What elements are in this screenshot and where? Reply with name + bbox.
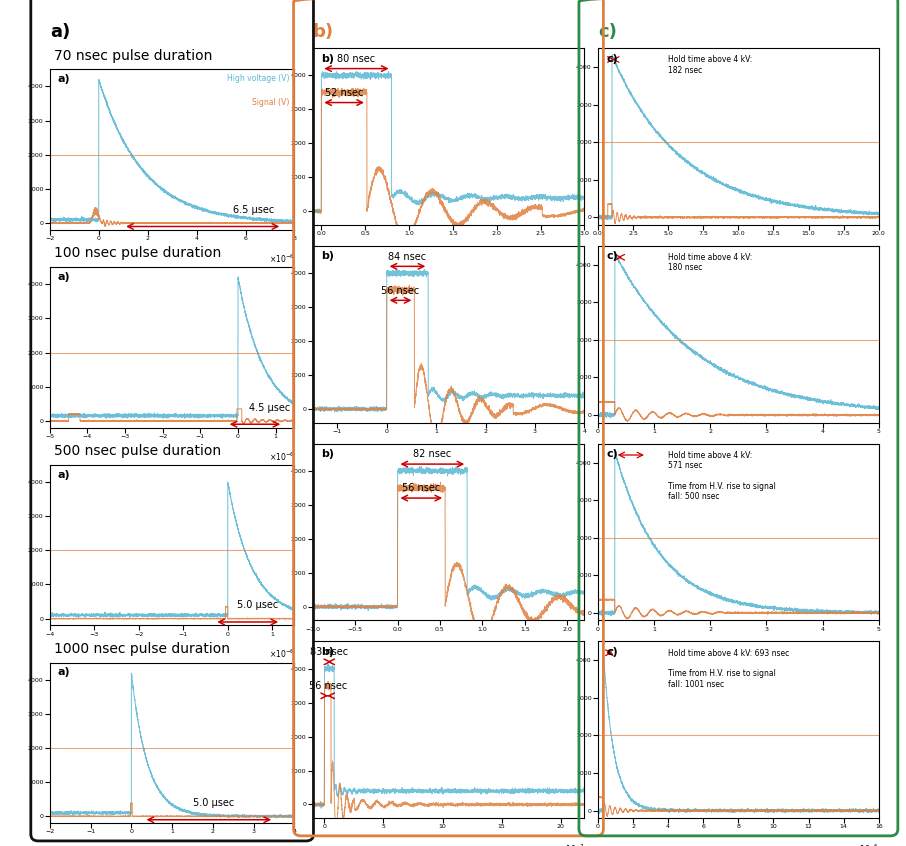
Text: $\times 10^{-6}$: $\times 10^{-6}$ — [269, 450, 294, 463]
Text: 70 nsec pulse duration: 70 nsec pulse duration — [54, 48, 213, 63]
Text: $\times 10^{-7}$: $\times 10^{-7}$ — [559, 645, 584, 657]
Text: c): c) — [606, 647, 618, 656]
Text: High voltage (V): High voltage (V) — [227, 74, 290, 83]
Text: 56 nsec: 56 nsec — [402, 483, 440, 493]
Text: 100 nsec pulse duration: 100 nsec pulse duration — [54, 246, 222, 261]
Text: $\times 10^{-6}$: $\times 10^{-6}$ — [853, 250, 879, 262]
Text: 56 nsec: 56 nsec — [381, 285, 419, 295]
Text: b): b) — [321, 53, 333, 63]
Text: c): c) — [598, 23, 617, 41]
Text: $\times 10^{-6}$: $\times 10^{-6}$ — [269, 252, 294, 265]
Text: 5.0 μsec: 5.0 μsec — [192, 798, 234, 808]
Text: Hold time above 4 kV:
180 nsec: Hold time above 4 kV: 180 nsec — [668, 253, 752, 272]
Text: a): a) — [57, 667, 70, 678]
Text: 82 nsec: 82 nsec — [413, 449, 451, 459]
Text: b): b) — [321, 449, 333, 459]
Text: $\times 10^{-6}$: $\times 10^{-6}$ — [853, 843, 879, 846]
Text: 4.5 μsec: 4.5 μsec — [249, 403, 291, 413]
Text: $\times 10^{-6}$: $\times 10^{-6}$ — [853, 448, 879, 459]
Text: $\times 10^{-7}$: $\times 10^{-7}$ — [559, 448, 584, 459]
Text: c): c) — [606, 449, 618, 459]
Text: a): a) — [57, 470, 70, 480]
Text: a): a) — [50, 23, 70, 41]
Text: 84 nsec: 84 nsec — [389, 251, 427, 261]
Text: $\times 10^{-7}$: $\times 10^{-7}$ — [559, 250, 584, 262]
Text: 83 nsec: 83 nsec — [310, 647, 348, 657]
Text: 1000 nsec pulse duration: 1000 nsec pulse duration — [54, 642, 230, 656]
Text: Signal (V): Signal (V) — [252, 98, 290, 107]
Text: c): c) — [606, 251, 618, 261]
Text: 80 nsec: 80 nsec — [337, 54, 375, 63]
Text: $\times 10^{-6}$: $\times 10^{-6}$ — [269, 648, 294, 660]
Text: 52 nsec: 52 nsec — [325, 88, 363, 98]
Text: Hold time above 4 kV:
571 nsec

Time from H.V. rise to signal
fall: 500 nsec: Hold time above 4 kV: 571 nsec Time from… — [668, 451, 776, 502]
Text: b): b) — [313, 23, 333, 41]
Text: $\times 10^{-6}$: $\times 10^{-6}$ — [853, 645, 879, 657]
Text: 500 nsec pulse duration: 500 nsec pulse duration — [54, 444, 221, 459]
Text: Hold time above 4 kV: 693 nsec

Time from H.V. rise to signal
fall: 1001 nsec: Hold time above 4 kV: 693 nsec Time from… — [668, 649, 789, 689]
Text: c): c) — [606, 53, 618, 63]
Text: 5.0 μsec: 5.0 μsec — [236, 601, 278, 610]
Text: b): b) — [321, 647, 333, 656]
Text: b): b) — [321, 251, 333, 261]
Text: a): a) — [57, 272, 70, 282]
Text: $\times 10^{-7}$: $\times 10^{-7}$ — [559, 843, 584, 846]
Text: 56 nsec: 56 nsec — [309, 681, 347, 691]
Text: a): a) — [57, 74, 70, 85]
Text: 6.5 μsec: 6.5 μsec — [234, 205, 275, 215]
Text: Hold time above 4 kV:
182 nsec: Hold time above 4 kV: 182 nsec — [668, 55, 752, 74]
